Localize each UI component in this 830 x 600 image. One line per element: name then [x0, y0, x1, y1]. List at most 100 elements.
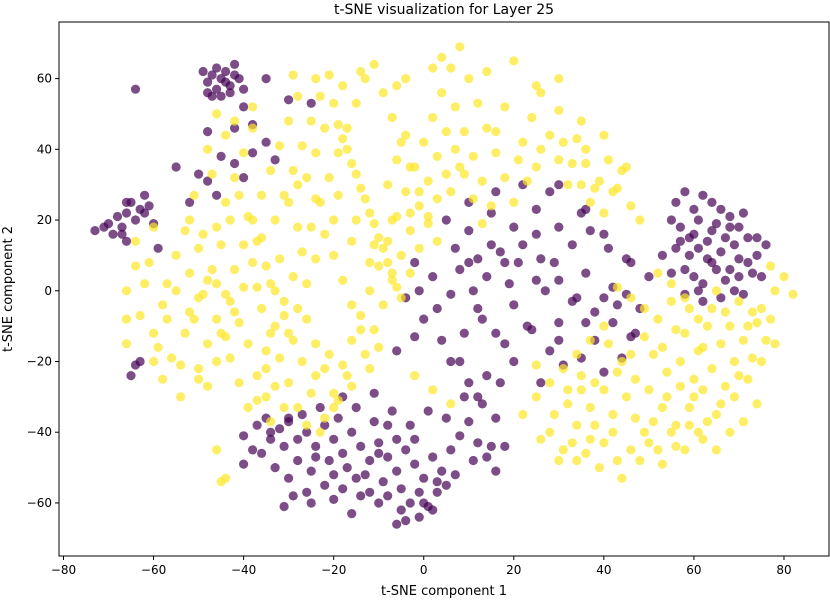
data-point-class-0: [522, 321, 532, 331]
data-point-class-0: [486, 441, 496, 451]
data-point-class-1: [212, 356, 222, 367]
data-point-class-1: [311, 194, 321, 204]
data-point-class-0: [329, 494, 339, 504]
data-point-class-1: [162, 279, 172, 289]
data-point-class-1: [464, 74, 474, 84]
data-point-class-1: [648, 417, 659, 427]
data-point-class-1: [252, 395, 262, 405]
data-point-class-1: [144, 257, 154, 268]
data-point-class-1: [491, 127, 501, 137]
data-point-class-1: [284, 116, 294, 126]
data-point-class-0: [581, 204, 591, 214]
data-point-class-1: [725, 321, 735, 331]
data-point-class-1: [270, 215, 280, 225]
data-point-class-1: [342, 123, 352, 133]
data-point-class-0: [279, 441, 289, 451]
data-point-class-1: [639, 332, 650, 342]
data-point-class-0: [126, 371, 136, 381]
data-point-class-1: [342, 371, 352, 381]
data-point-class-0: [279, 501, 289, 512]
data-point-class-0: [342, 463, 352, 473]
data-point-class-0: [729, 240, 740, 250]
data-point-class-0: [351, 473, 361, 483]
data-point-class-1: [711, 286, 722, 296]
data-point-class-1: [738, 417, 749, 427]
data-point-class-1: [315, 427, 325, 437]
data-point-class-0: [284, 95, 294, 105]
data-point-class-1: [626, 293, 636, 303]
data-point-class-0: [612, 300, 623, 310]
data-point-class-0: [198, 66, 208, 77]
data-point-class-0: [554, 318, 564, 328]
data-point-class-1: [626, 445, 636, 455]
data-point-class-0: [671, 243, 681, 253]
data-point-class-1: [536, 88, 546, 98]
data-point-class-1: [419, 137, 429, 147]
data-point-class-1: [189, 190, 199, 200]
data-point-class-1: [455, 162, 465, 172]
data-point-class-0: [396, 484, 406, 494]
data-point-class-1: [338, 134, 348, 144]
data-point-class-1: [203, 275, 213, 285]
data-point-class-1: [333, 190, 343, 200]
data-point-class-1: [635, 455, 645, 466]
data-point-class-0: [446, 289, 456, 299]
data-point-class-0: [374, 448, 384, 458]
data-point-class-0: [203, 77, 213, 87]
data-point-class-1: [612, 282, 623, 292]
data-point-class-0: [675, 236, 686, 246]
data-point-class-1: [423, 219, 433, 229]
data-point-class-0: [387, 406, 397, 416]
data-point-class-0: [590, 307, 600, 317]
data-point-class-1: [257, 190, 267, 200]
data-point-class-0: [410, 332, 420, 342]
data-point-class-1: [446, 399, 456, 409]
data-point-class-1: [545, 130, 555, 140]
data-point-class-0: [225, 88, 235, 98]
y-tick-label: 60: [37, 72, 52, 86]
data-point-class-0: [212, 84, 222, 94]
data-point-class-0: [365, 487, 375, 497]
data-point-class-1: [788, 289, 798, 299]
data-point-class-1: [351, 169, 361, 179]
data-point-class-1: [338, 360, 348, 370]
data-point-class-1: [239, 148, 249, 158]
data-point-class-0: [216, 91, 226, 101]
data-point-class-1: [369, 59, 379, 69]
data-point-class-1: [756, 356, 767, 367]
data-point-class-1: [482, 66, 492, 77]
data-point-class-0: [347, 427, 357, 437]
data-point-class-1: [207, 264, 217, 275]
data-point-class-0: [473, 303, 483, 314]
data-point-class-1: [671, 441, 681, 451]
data-point-class-1: [477, 219, 487, 229]
data-point-class-0: [716, 204, 726, 214]
data-point-class-1: [225, 215, 235, 225]
data-point-class-0: [468, 455, 478, 466]
data-point-class-1: [121, 286, 132, 296]
data-point-class-1: [500, 102, 510, 112]
data-point-class-1: [482, 123, 492, 133]
data-point-class-0: [419, 498, 429, 508]
data-point-class-1: [626, 349, 636, 359]
data-point-class-1: [770, 286, 780, 296]
data-point-class-0: [405, 498, 415, 508]
data-point-class-1: [765, 261, 776, 271]
data-point-class-0: [130, 215, 141, 225]
data-point-class-1: [576, 116, 586, 126]
data-point-class-1: [410, 162, 420, 172]
data-point-class-1: [311, 74, 321, 84]
data-point-class-1: [585, 335, 595, 345]
data-point-class-0: [698, 279, 708, 289]
data-point-class-1: [702, 417, 713, 427]
data-point-class-1: [320, 123, 330, 133]
data-point-class-1: [284, 328, 294, 338]
data-point-class-0: [680, 187, 690, 197]
data-point-class-0: [239, 84, 249, 94]
data-point-class-0: [495, 378, 505, 388]
data-point-class-1: [468, 151, 478, 161]
data-point-class-0: [369, 417, 379, 427]
data-point-class-0: [599, 229, 609, 239]
data-point-class-1: [756, 303, 767, 314]
data-point-class-0: [707, 197, 717, 207]
